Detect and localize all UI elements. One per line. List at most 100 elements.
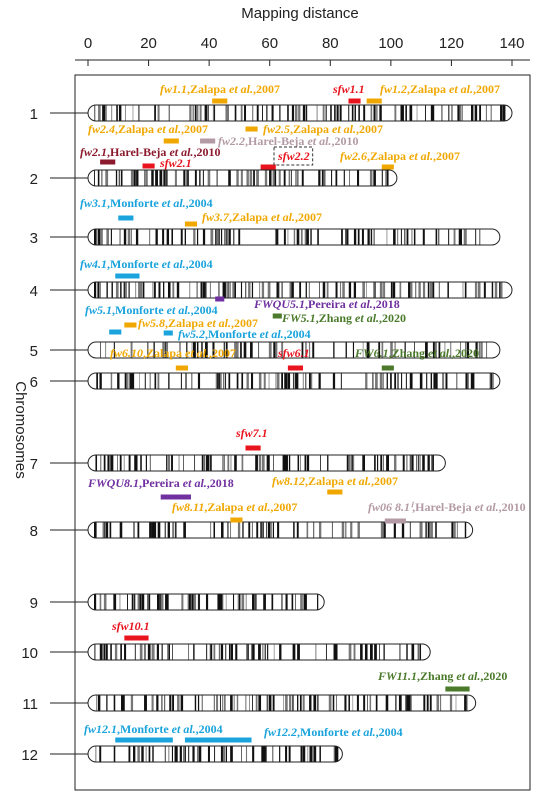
qtl-label: FWQU8.1,Pereira et al.,2018 xyxy=(87,476,234,490)
band xyxy=(373,282,375,298)
band xyxy=(390,282,393,298)
band xyxy=(124,229,127,245)
band xyxy=(205,342,208,358)
band xyxy=(318,522,322,538)
band xyxy=(240,170,243,186)
band xyxy=(334,746,338,762)
band xyxy=(369,170,373,186)
band xyxy=(258,644,261,660)
band xyxy=(263,455,265,471)
band xyxy=(134,644,136,660)
citation-part: et al. xyxy=(271,210,295,224)
band xyxy=(216,170,218,186)
band xyxy=(296,170,299,186)
qtl-bar xyxy=(118,215,134,221)
band xyxy=(325,105,327,121)
band xyxy=(364,644,368,660)
band xyxy=(178,455,180,471)
band xyxy=(190,105,192,121)
band xyxy=(417,455,419,471)
band xyxy=(378,342,381,358)
band xyxy=(128,746,131,762)
band xyxy=(409,373,413,389)
band xyxy=(110,373,113,389)
band xyxy=(264,644,266,660)
band xyxy=(106,695,108,711)
citation-part: et al. xyxy=(456,669,480,683)
band xyxy=(246,170,249,186)
band xyxy=(461,105,463,121)
x-tick-label: 60 xyxy=(261,35,278,52)
band xyxy=(477,282,481,298)
qtl-label: sfw2.1 xyxy=(159,156,192,170)
qtl-citation: ,Monforte et al.,2004 xyxy=(117,722,223,736)
qtl-label: fw2.6,Zalapa et al.,2007 xyxy=(340,149,460,163)
band xyxy=(182,746,186,762)
band xyxy=(373,229,375,245)
band xyxy=(382,373,384,389)
citation-part: ,Zalapa xyxy=(407,82,449,96)
band xyxy=(217,373,219,389)
qtl-label: fw5.8,Zalapa et al.,2007 xyxy=(138,316,258,330)
band xyxy=(486,342,488,358)
band xyxy=(202,229,206,245)
band xyxy=(144,170,146,186)
qtl-name: fw2.5 xyxy=(263,122,290,136)
band xyxy=(430,373,433,389)
citation-part: ,Monforte xyxy=(297,725,352,739)
citation-part: ,Monforte xyxy=(107,257,162,271)
band xyxy=(348,695,350,711)
band xyxy=(405,695,407,711)
band xyxy=(373,105,376,121)
chromosome-label: 2 xyxy=(30,171,38,188)
citation-part: ,Pereira xyxy=(139,476,183,490)
citation-part: ,Zalapa xyxy=(143,346,185,360)
band xyxy=(207,105,209,121)
band xyxy=(145,455,147,471)
band xyxy=(164,342,166,358)
qtl-name: FWQU5.1 xyxy=(253,297,305,311)
citation-part: ,Monforte xyxy=(112,303,167,317)
band xyxy=(183,170,186,186)
band xyxy=(300,594,303,610)
band xyxy=(471,105,474,121)
band xyxy=(251,373,254,389)
band xyxy=(295,170,297,186)
band xyxy=(432,455,434,471)
band xyxy=(206,644,208,660)
band xyxy=(281,373,283,389)
band xyxy=(398,695,402,711)
band xyxy=(305,282,307,298)
band xyxy=(134,455,136,471)
band xyxy=(220,373,222,389)
band xyxy=(478,342,481,358)
band xyxy=(392,282,396,298)
band xyxy=(102,522,106,538)
band xyxy=(349,170,351,186)
band xyxy=(197,695,200,711)
band xyxy=(166,594,169,610)
qtl-name: sfw10.1 xyxy=(111,619,150,633)
chromosome xyxy=(88,105,512,121)
band xyxy=(227,105,229,121)
band xyxy=(466,342,470,358)
qtl-citation: ,Monforte et al.,2004 xyxy=(297,725,403,739)
band xyxy=(377,455,379,471)
band xyxy=(97,170,100,186)
band xyxy=(233,229,235,245)
band xyxy=(306,522,309,538)
qtl-bar xyxy=(245,126,258,132)
band xyxy=(219,695,221,711)
band xyxy=(465,373,468,389)
band xyxy=(174,746,177,762)
qtl-name: FW5.1 xyxy=(281,311,316,325)
band xyxy=(307,746,309,762)
band xyxy=(201,455,204,471)
band xyxy=(144,695,147,711)
qtl-citation: ,Pereira et al.,2018 xyxy=(305,297,400,311)
band xyxy=(455,695,457,711)
band xyxy=(94,594,97,610)
band xyxy=(228,229,231,245)
qtl-bar xyxy=(160,494,191,500)
citation-part: ,2010 xyxy=(331,134,358,148)
